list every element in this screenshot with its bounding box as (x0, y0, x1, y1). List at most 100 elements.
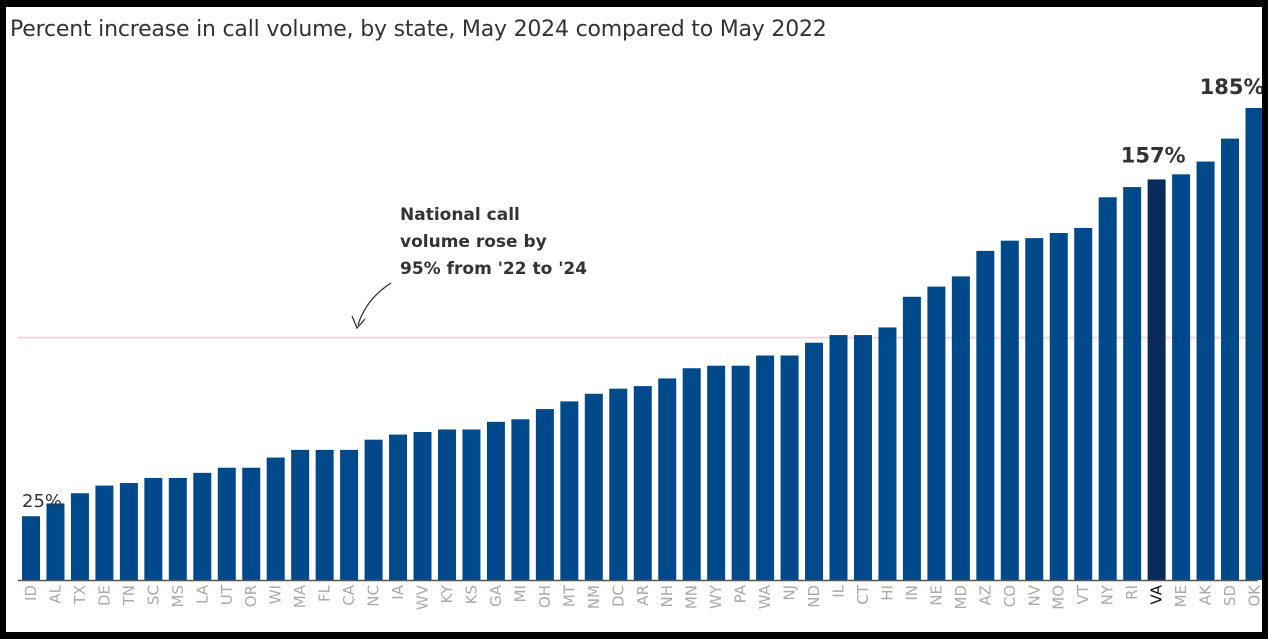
x-tick-label-oh: OH (536, 585, 554, 608)
x-tick-label-ky: KY (438, 584, 456, 603)
x-tick-label-de: DE (95, 585, 113, 606)
bar-wy (707, 365, 726, 580)
x-tick-label-id: ID (22, 585, 40, 601)
data-label-ok: 185% (1200, 75, 1262, 99)
bar-id (22, 516, 40, 580)
chart-frame: Percent increase in call volume, by stat… (6, 7, 1262, 632)
bar-md (951, 276, 970, 580)
x-tick-label-nh: NH (658, 585, 676, 608)
bar-dc (609, 388, 628, 580)
bar-ut (217, 467, 236, 580)
x-tick-label-ne: NE (927, 585, 945, 606)
x-tick-label-ct: CT (854, 584, 872, 604)
bar-nh (658, 378, 677, 580)
bar-ne (927, 286, 946, 580)
bar-sc (144, 477, 163, 580)
bar-pa (731, 365, 750, 580)
x-tick-label-ia: IA (389, 584, 407, 599)
x-tick-label-nc: NC (365, 585, 383, 607)
x-tick-label-tn: TN (120, 585, 138, 606)
x-tick-label-ms: MS (169, 585, 187, 607)
x-tick-label-nv: NV (1025, 584, 1043, 606)
x-tick-label-in: IN (903, 585, 921, 601)
bar-ny (1098, 197, 1117, 581)
annotation-line-2: volume rose by (400, 232, 547, 252)
bar-nd (805, 342, 824, 580)
bar-ak (1196, 161, 1215, 580)
bar-ok (1245, 108, 1262, 580)
bar-or (242, 467, 261, 580)
bar-al (46, 503, 65, 580)
x-tick-label-va: VA (1148, 584, 1166, 604)
chart-title: Percent increase in call volume, by stat… (10, 17, 827, 42)
x-tick-label-wv: WV (414, 584, 432, 610)
bar-ct (853, 335, 872, 580)
x-tick-label-ar: AR (634, 585, 652, 606)
bar-de (95, 485, 114, 580)
bar-ks (462, 429, 481, 580)
x-tick-label-mi: MI (511, 585, 529, 602)
bar-fl (315, 449, 334, 580)
annotation-line-3: 95% from '22 to '24 (400, 259, 587, 279)
bar-co (1000, 240, 1019, 581)
bar-ky (437, 429, 456, 580)
x-tick-label-la: LA (193, 584, 211, 604)
x-tick-label-az: AZ (976, 585, 994, 606)
bar-nj (780, 355, 799, 580)
x-tick-label-md: MD (952, 585, 970, 610)
bar-tn (119, 483, 138, 580)
x-tick-label-nd: ND (805, 585, 823, 608)
x-tick-label-al: AL (46, 584, 64, 603)
x-tick-label-ma: MA (291, 584, 309, 608)
bar-va (1147, 179, 1166, 580)
x-tick-label-il: IL (830, 584, 848, 597)
bar-in (902, 296, 921, 580)
bar-az (976, 250, 995, 580)
bar-wa (756, 355, 775, 580)
bar-sd (1221, 138, 1240, 580)
bar-ga (486, 421, 505, 580)
x-tick-label-ut: UT (218, 584, 236, 605)
bar-nc (364, 439, 383, 580)
x-tick-label-vt: VT (1074, 584, 1092, 604)
bar-ms (168, 477, 187, 580)
x-tick-label-sc: SC (144, 585, 162, 605)
x-tick-label-nj: NJ (781, 585, 799, 601)
x-tick-label-co: CO (1001, 585, 1019, 607)
bar-tx (70, 493, 89, 580)
data-label-id: 25% (22, 491, 62, 512)
bar-chart: ID AL TX DE TN SC MS LA UT OR WI MA FL CA NC IA WV KY KS GA… (18, 75, 1263, 610)
x-tick-label-mo: MO (1050, 585, 1068, 610)
x-tick-label-ri: RI (1123, 585, 1141, 600)
annotation-arrowhead (351, 315, 366, 330)
x-tick-label-ca: CA (340, 584, 358, 605)
bar-la (193, 472, 212, 580)
x-tick-label-wi: WI (267, 585, 285, 604)
bar-ri (1123, 187, 1142, 580)
bar-oh (535, 409, 554, 580)
bar-hi (878, 327, 897, 580)
bar-ar (633, 386, 652, 580)
x-tick-label-me: ME (1172, 585, 1190, 607)
bar-il (829, 335, 848, 580)
bar-ia (389, 434, 408, 580)
x-tick-label-tx: TX (71, 585, 89, 605)
bar-nm (584, 393, 603, 580)
bar-vt (1074, 227, 1093, 580)
bar-ma (291, 449, 310, 580)
bar-mo (1049, 233, 1068, 580)
x-tick-label-ny: NY (1099, 584, 1117, 605)
x-tick-label-wy: WY (707, 584, 725, 609)
x-tick-label-ok: OK (1246, 584, 1263, 607)
x-tick-label-ak: AK (1197, 584, 1215, 605)
bar-ca (340, 449, 359, 580)
annotation-arrow (357, 282, 392, 326)
x-tick-label-ga: GA (487, 584, 505, 607)
bar-mn (682, 368, 701, 580)
x-tick-label-mn: MN (683, 585, 701, 609)
annotation-line-1: National call (400, 205, 520, 225)
x-tick-label-wa: WA (756, 584, 774, 609)
x-tick-label-or: OR (242, 585, 260, 607)
bar-mi (511, 419, 530, 580)
bar-nv (1025, 238, 1044, 580)
